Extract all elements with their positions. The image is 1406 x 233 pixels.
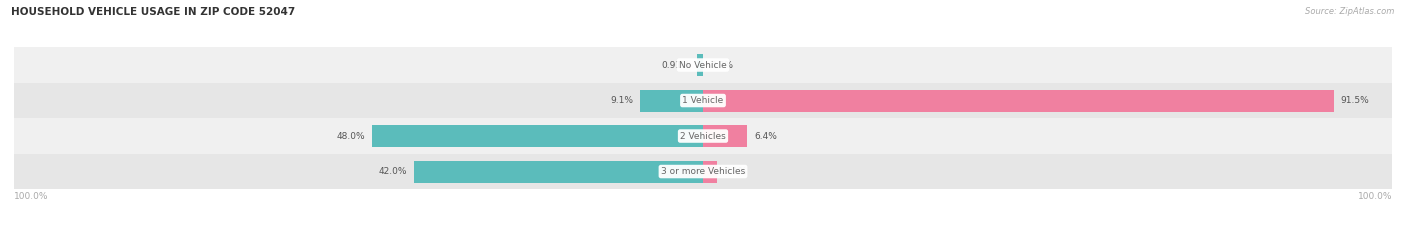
Text: 0.91%: 0.91% bbox=[661, 61, 690, 69]
Text: 2.1%: 2.1% bbox=[724, 167, 747, 176]
Text: 2 Vehicles: 2 Vehicles bbox=[681, 131, 725, 140]
Text: HOUSEHOLD VEHICLE USAGE IN ZIP CODE 52047: HOUSEHOLD VEHICLE USAGE IN ZIP CODE 5204… bbox=[11, 7, 295, 17]
Text: 9.1%: 9.1% bbox=[610, 96, 633, 105]
Text: 100.0%: 100.0% bbox=[14, 192, 48, 201]
Text: Source: ZipAtlas.com: Source: ZipAtlas.com bbox=[1305, 7, 1395, 16]
Bar bbox=[14, 154, 1392, 189]
Bar bbox=[697, 54, 703, 76]
Bar bbox=[703, 161, 717, 182]
Bar bbox=[14, 118, 1392, 154]
Bar bbox=[413, 161, 703, 182]
Text: 48.0%: 48.0% bbox=[336, 131, 366, 140]
Bar bbox=[14, 47, 1392, 83]
Text: 91.5%: 91.5% bbox=[1340, 96, 1369, 105]
Bar bbox=[640, 89, 703, 112]
Text: 100.0%: 100.0% bbox=[1358, 192, 1392, 201]
Text: 1 Vehicle: 1 Vehicle bbox=[682, 96, 724, 105]
Bar bbox=[373, 125, 703, 147]
Text: 0.0%: 0.0% bbox=[710, 61, 733, 69]
Text: 6.4%: 6.4% bbox=[754, 131, 778, 140]
Text: No Vehicle: No Vehicle bbox=[679, 61, 727, 69]
Bar bbox=[703, 125, 747, 147]
Text: 3 or more Vehicles: 3 or more Vehicles bbox=[661, 167, 745, 176]
Bar bbox=[14, 83, 1392, 118]
Text: 42.0%: 42.0% bbox=[378, 167, 406, 176]
Bar bbox=[703, 89, 1334, 112]
